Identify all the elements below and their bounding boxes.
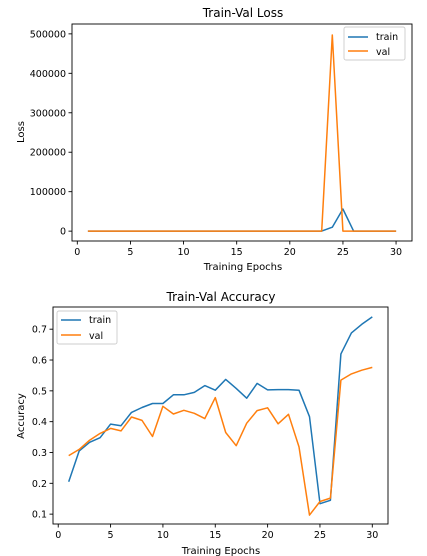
loss-chart-xlabel: Training Epochs	[203, 262, 282, 273]
accuracy-chart-xlabel: Training Epochs	[181, 546, 260, 556]
loss-chart-ylabel: Loss	[16, 121, 27, 143]
loss-chart-lines	[87, 34, 397, 232]
loss-chart-yticks: 0 100000 200000 300000 400000 500000	[30, 29, 72, 238]
accuracy-chart-yticks: 0.1 0.2 0.3 0.4 0.5 0.6 0.7	[32, 325, 53, 521]
loss-xtick-label: 25	[337, 247, 349, 258]
accuracy-chart-ylabel: Accuracy	[16, 393, 27, 439]
accuracy-chart: Train-Val Accuracy Accuracy Training Epo…	[16, 290, 389, 556]
loss-xtick-label: 15	[231, 247, 243, 258]
accuracy-ytick-label: 0.7	[32, 325, 47, 336]
accuracy-xtick-label: 5	[108, 530, 114, 541]
loss-legend-train-label: train	[376, 32, 398, 43]
loss-series-train-line	[87, 208, 397, 232]
accuracy-ytick-label: 0.5	[32, 386, 47, 397]
loss-ytick-label: 200000	[30, 148, 66, 159]
accuracy-legend-val-label: val	[89, 331, 103, 342]
accuracy-series-val-line	[68, 366, 373, 516]
loss-xtick-label: 0	[74, 247, 80, 258]
accuracy-ytick-label: 0.2	[32, 479, 47, 490]
accuracy-legend-train-label: train	[89, 315, 111, 326]
loss-chart-title: Train-Val Loss	[202, 6, 284, 20]
loss-ytick-label: 300000	[30, 108, 66, 119]
loss-ytick-label: 100000	[30, 187, 66, 198]
accuracy-chart-frame	[52, 306, 389, 525]
accuracy-ytick-label: 0.4	[32, 417, 47, 428]
accuracy-chart-xticks: 0 5 10 15 20 25 30	[55, 524, 378, 541]
accuracy-series-train-line	[67, 316, 373, 505]
accuracy-xtick-label: 10	[157, 530, 169, 541]
accuracy-chart-legend: train val	[56, 310, 118, 345]
accuracy-xtick-label: 20	[262, 530, 274, 541]
accuracy-ytick-label: 0.1	[32, 510, 47, 521]
accuracy-ytick-label: 0.6	[32, 356, 47, 367]
loss-chart-xticks: 0 5 10 15 20 25 30	[74, 241, 402, 258]
loss-xtick-label: 30	[390, 247, 402, 258]
loss-chart-frame	[71, 23, 413, 242]
accuracy-chart-lines	[67, 316, 373, 516]
loss-xtick-label: 10	[178, 247, 190, 258]
accuracy-ytick-label: 0.3	[32, 448, 47, 459]
accuracy-xtick-label: 30	[366, 530, 378, 541]
accuracy-xtick-label: 0	[55, 530, 61, 541]
loss-ytick-label: 400000	[30, 69, 66, 80]
loss-chart: Train-Val Loss Loss Training Epochs 0 5 10…	[16, 6, 413, 273]
loss-series-val-line	[87, 34, 397, 232]
loss-ytick-label: 500000	[30, 29, 66, 40]
accuracy-xtick-label: 25	[314, 530, 326, 541]
loss-legend-val-label: val	[376, 47, 390, 58]
accuracy-chart-title: Train-Val Accuracy	[166, 290, 276, 304]
loss-ytick-label: 0	[60, 227, 66, 238]
loss-xtick-label: 20	[284, 247, 296, 258]
accuracy-xtick-label: 15	[209, 530, 221, 541]
loss-chart-legend: train val	[343, 26, 406, 61]
loss-xtick-label: 5	[127, 247, 133, 258]
